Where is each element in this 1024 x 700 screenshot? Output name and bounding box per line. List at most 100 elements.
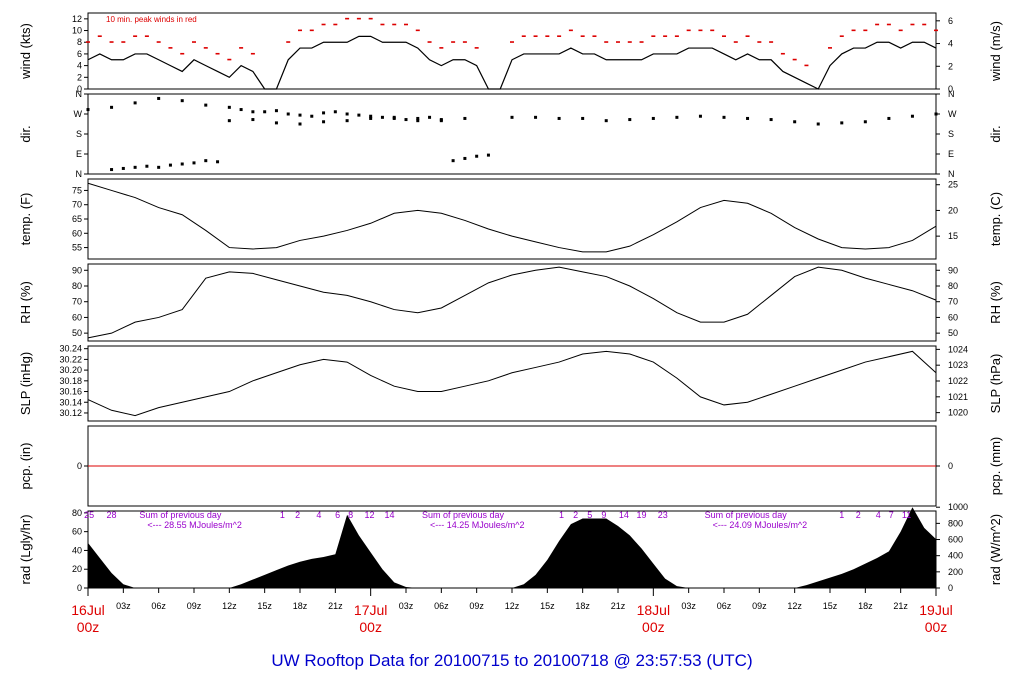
peak-wind-mark — [568, 29, 573, 32]
dir-point — [168, 163, 172, 167]
dir-point — [486, 153, 490, 157]
peak-wind-mark — [298, 29, 302, 32]
dir-point — [863, 120, 867, 124]
peak-wind-mark — [168, 47, 173, 49]
ytick-label-left-rad: 40 — [72, 545, 82, 555]
panel-frame-temp — [87, 178, 937, 260]
ytick-label-left-dir: W — [74, 109, 83, 119]
solar-sum-caption: Sum of previous day — [139, 510, 222, 520]
dir-point — [416, 116, 420, 120]
dir-point — [934, 112, 938, 116]
xtick-label: 12z — [787, 601, 802, 611]
peak-hour-label: 5 — [587, 510, 592, 520]
dir-point — [416, 119, 420, 123]
dir-point — [345, 112, 349, 116]
peak-wind-mark — [345, 17, 350, 20]
ytick-label-right-wind: 6 — [948, 16, 953, 26]
dir-point — [121, 166, 125, 170]
chart-title: UW Rooftop Data for 20100715 to 20100718… — [271, 651, 753, 670]
xtick-label: 21z — [611, 601, 626, 611]
dir-point — [239, 108, 243, 112]
dir-point — [475, 154, 479, 158]
dir-point — [451, 159, 455, 163]
peak-wind-mark — [521, 35, 526, 37]
day-label-date: 19Jul — [919, 602, 952, 618]
ytick-label-left-rad: 20 — [72, 564, 82, 574]
peak-wind-mark — [592, 35, 597, 37]
peak-wind-mark — [144, 35, 149, 37]
dir-point — [628, 118, 632, 122]
dir-point — [251, 118, 255, 122]
ytick-label-right-wind: 4 — [948, 39, 953, 49]
ytick-label-left-rh: 80 — [72, 281, 82, 291]
dir-point — [227, 119, 231, 123]
peak-wind-mark — [215, 52, 220, 55]
ytick-label-right-rad: 800 — [948, 518, 963, 528]
dir-point — [581, 116, 585, 120]
ytick-label-right-rad: 400 — [948, 551, 963, 561]
dir-point — [204, 103, 208, 107]
peak-wind-mark — [792, 58, 797, 61]
peak-hour-label: 8 — [348, 510, 353, 520]
xtick-label: 21z — [893, 601, 908, 611]
dir-point — [910, 114, 914, 118]
peak-hour-label: 1 — [280, 510, 285, 520]
dir-point — [510, 115, 514, 119]
series-line-slp — [87, 350, 937, 417]
dir-point — [816, 122, 820, 126]
xtick-label: 15z — [540, 601, 555, 611]
peak-hour-label: 12 — [364, 510, 374, 520]
peak-wind-mark — [203, 47, 208, 49]
peak-wind-mark — [604, 41, 609, 43]
peak-wind-mark — [451, 41, 456, 43]
ytick-label-right-rad: 1000 — [948, 502, 968, 512]
ytick-label-left-slp: 30.24 — [59, 344, 82, 354]
dir-point — [110, 168, 114, 172]
ytick-label-right-dir: E — [948, 149, 954, 159]
dir-point — [604, 119, 608, 123]
ytick-label-right-slp: 1022 — [948, 376, 968, 386]
peak-wind-mark — [180, 52, 185, 55]
peak-wind-mark — [333, 23, 338, 26]
xtick-label: 18z — [293, 601, 308, 611]
day-label-date: 18Jul — [637, 602, 670, 618]
peak-wind-mark — [192, 41, 196, 43]
peak-hour-label: 23 — [658, 510, 668, 520]
peak-wind-mark — [109, 41, 114, 43]
peak-wind-mark — [227, 58, 232, 61]
ylabel-right-slp: SLP (hPa) — [988, 354, 1003, 414]
ylabel-right-rad: rad (W/m^2) — [988, 514, 1003, 585]
ytick-label-right-temp: 20 — [948, 205, 958, 215]
ytick-label-right-pcp: 0 — [948, 461, 953, 471]
dir-point — [369, 114, 373, 118]
ylabel-left-wind: wind (kts) — [18, 23, 33, 80]
xtick-label: 09z — [752, 601, 767, 611]
dir-point — [86, 108, 90, 112]
peak-wind-mark — [886, 23, 891, 26]
peak-wind-mark — [710, 29, 715, 32]
peak-wind-mark — [404, 23, 408, 26]
panel-frame-dir — [87, 93, 937, 175]
peak-wind-mark — [133, 35, 138, 37]
panel-frame-rh — [87, 263, 937, 342]
dir-point — [180, 99, 184, 103]
xtick-label: 15z — [257, 601, 272, 611]
ytick-label-left-slp: 30.20 — [59, 365, 82, 375]
xtick-label: 15z — [823, 601, 838, 611]
ytick-label-right-rh: 60 — [948, 312, 958, 322]
xtick-label: 09z — [187, 601, 202, 611]
peak-wind-mark — [934, 29, 938, 32]
ytick-label-left-rad: 80 — [72, 508, 82, 518]
ytick-label-left-temp: 70 — [72, 200, 82, 210]
peak-wind-mark — [745, 35, 750, 37]
ytick-label-left-temp: 60 — [72, 228, 82, 238]
dir-point — [722, 115, 726, 119]
dir-point — [274, 121, 278, 125]
xtick-label: 18z — [575, 601, 590, 611]
ytick-label-left-dir: S — [76, 129, 82, 139]
peak-wind-mark — [239, 47, 244, 49]
ylabel-left-temp: temp. (F) — [18, 193, 33, 246]
ytick-label-left-rh: 70 — [72, 297, 82, 307]
ytick-label-left-wind: 2 — [77, 72, 82, 82]
